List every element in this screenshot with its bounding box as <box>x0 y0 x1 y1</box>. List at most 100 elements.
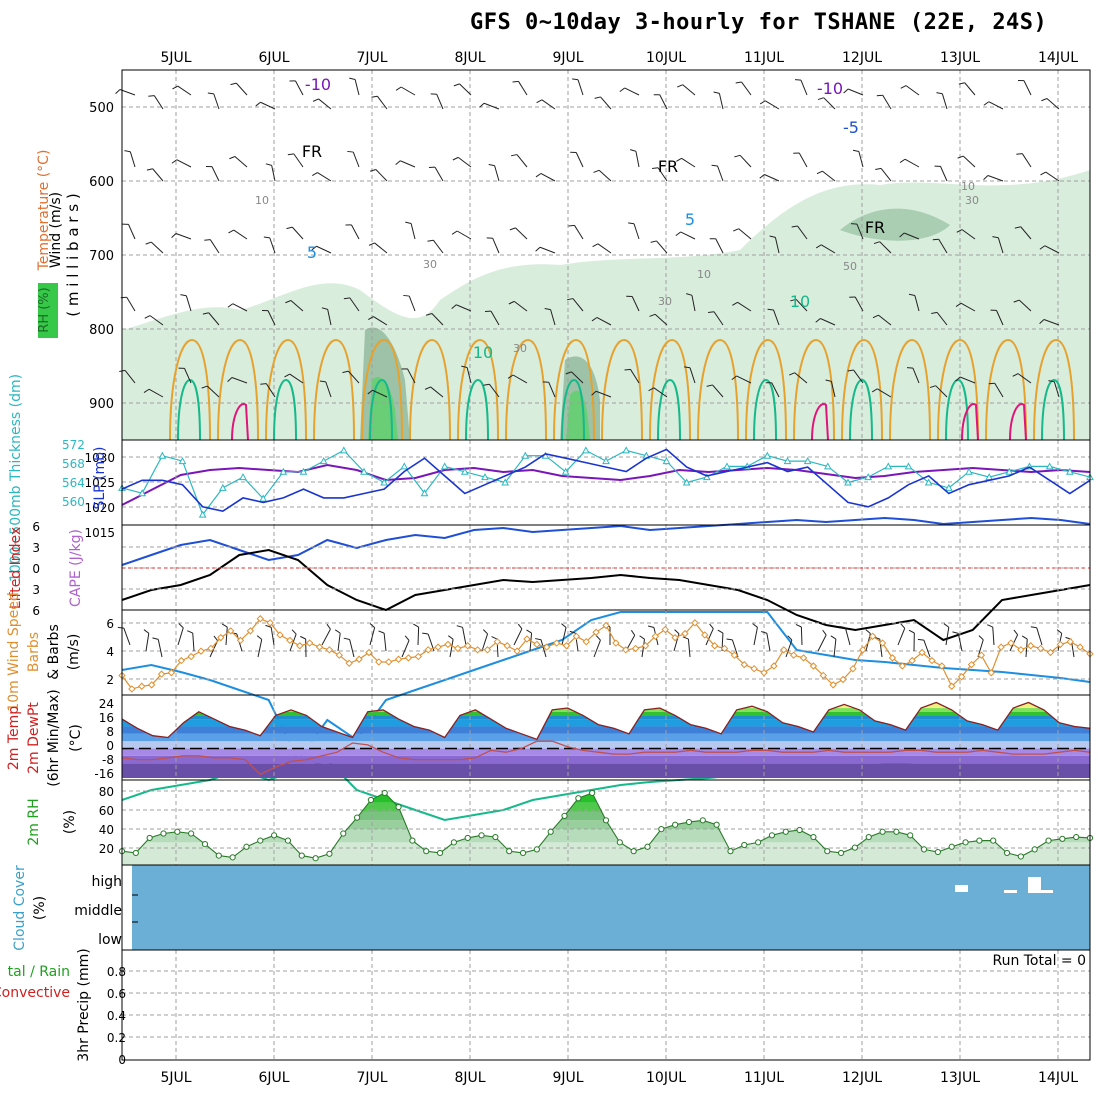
temp-contour-15 <box>697 338 739 441</box>
wind-speed-point <box>1066 637 1074 646</box>
precip-tick: 0.4 <box>107 1009 126 1023</box>
rh-band <box>122 820 1090 830</box>
rh-point <box>741 841 748 849</box>
wind-barb <box>731 375 737 380</box>
surface-wind-barb <box>456 625 463 628</box>
wind-barb <box>349 297 360 312</box>
surface-wind-barb <box>349 639 355 658</box>
wind-barb <box>403 294 410 297</box>
wind-barb <box>548 382 556 398</box>
wind-barb <box>598 169 612 182</box>
thickness-point <box>965 467 973 475</box>
temp-tick: 16 <box>99 711 114 725</box>
temp-contour-15 <box>841 338 883 441</box>
wind-speed-point <box>750 664 758 673</box>
wind-speed-point <box>187 652 195 661</box>
surface-wind-barb <box>256 635 263 640</box>
rh-tick: 20 <box>99 842 114 856</box>
wind-speed-point <box>898 662 907 670</box>
temp-contour-20 <box>465 378 489 441</box>
wind-speed-point <box>1027 642 1035 650</box>
surface-wind-barb <box>326 623 331 630</box>
rh-point <box>658 826 665 833</box>
wind-barb <box>206 385 220 398</box>
wind-barb <box>732 301 738 306</box>
surface-wind-barb <box>517 623 523 630</box>
axis-label-2m-temp: 2m Temp <box>6 706 22 770</box>
precip-tick: 0.2 <box>107 1031 126 1045</box>
wind-barb <box>682 84 696 96</box>
wind-barb <box>175 233 192 240</box>
wind-barb <box>235 82 248 96</box>
rh-point <box>990 837 997 844</box>
surface-wind-barb <box>1036 627 1043 646</box>
wind-barb <box>510 154 518 157</box>
surface-wind-barb <box>900 623 906 629</box>
date-label-top: 5JUL <box>160 50 191 66</box>
wind-barb <box>765 100 780 110</box>
wind-speed-point <box>622 646 630 654</box>
surface-wind-barb <box>1056 629 1063 634</box>
wind-barb <box>983 101 990 106</box>
wind-speed-point <box>789 651 798 659</box>
wind-speed-point <box>315 643 324 651</box>
axis-label-2m-dewpt: 2m DewPt <box>26 702 42 774</box>
temp-band <box>122 719 1090 727</box>
contour-label: 10 <box>255 194 269 207</box>
wind-speed-point <box>1076 643 1084 651</box>
wind-barb <box>936 312 948 326</box>
wind-barb <box>789 372 795 376</box>
contour-label: -5 <box>843 118 859 137</box>
rh-point <box>1031 846 1038 853</box>
thickness-point <box>602 457 610 465</box>
temp-band <box>122 715 1090 720</box>
wind-barb <box>955 302 962 308</box>
wind-speed-point <box>493 637 502 646</box>
temp-contour-15 <box>889 338 931 441</box>
wind-barb <box>452 156 459 161</box>
thickness-tick: 568 <box>62 457 85 471</box>
dewpoint-series <box>121 740 1091 776</box>
surface-wind-barb <box>752 623 758 628</box>
wind-barb <box>847 369 854 372</box>
date-label-bottom: 6JUL <box>258 1070 289 1086</box>
wind-barb <box>877 388 892 398</box>
wind-barb <box>124 370 136 384</box>
wind-speed-point <box>987 669 995 677</box>
wind-speed-point <box>582 637 590 646</box>
wind-barb <box>1053 381 1060 398</box>
wind-barb <box>202 312 209 315</box>
surface-wind-barb <box>844 627 851 646</box>
wind-barb <box>176 159 192 168</box>
wind-barb <box>312 98 319 102</box>
wind-barb <box>764 174 780 182</box>
wind-barb <box>795 298 808 312</box>
thickness-point <box>360 467 368 475</box>
wind-barb <box>738 228 752 240</box>
axis-label-convective: Convective <box>0 985 70 1001</box>
rh-point <box>201 841 209 848</box>
temp-contour-25 <box>961 403 979 441</box>
wind-barb <box>960 302 976 312</box>
surface-wind-barb <box>945 627 950 646</box>
wind-speed-point <box>434 643 442 651</box>
temp-contour-20 <box>657 378 681 441</box>
wind-barb <box>466 367 472 384</box>
wind-barb <box>287 153 294 156</box>
contour-label: 5 <box>685 210 695 229</box>
wind-barb <box>649 313 656 317</box>
rh-point <box>575 795 582 802</box>
rh-point <box>672 821 679 828</box>
thickness-point <box>380 478 389 486</box>
wind-barb <box>566 298 574 301</box>
surface-wind-barb <box>192 633 195 652</box>
wind-barb <box>648 387 655 392</box>
wind-barb <box>996 310 1004 326</box>
wind-barb <box>734 154 741 158</box>
temp-band <box>122 755 1090 764</box>
wind-barb <box>255 101 261 107</box>
li-tick: 3 <box>32 541 40 555</box>
date-label-bottom: 10JUL <box>646 1070 686 1086</box>
wind-barb <box>177 85 192 96</box>
wind-barb <box>1043 319 1060 326</box>
